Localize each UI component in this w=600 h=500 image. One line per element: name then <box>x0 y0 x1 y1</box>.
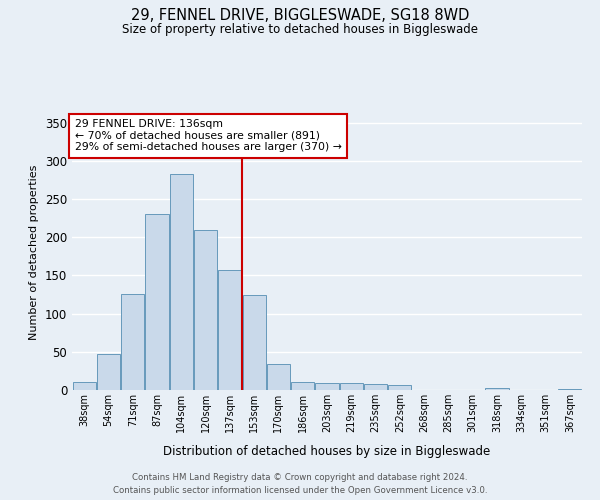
Bar <box>485 388 509 390</box>
Text: 29, FENNEL DRIVE, BIGGLESWADE, SG18 8WD: 29, FENNEL DRIVE, BIGGLESWADE, SG18 8WD <box>131 8 469 22</box>
Bar <box>145 214 169 390</box>
Bar <box>388 386 412 390</box>
Text: 29 FENNEL DRIVE: 136sqm
← 70% of detached houses are smaller (891)
29% of semi-d: 29 FENNEL DRIVE: 136sqm ← 70% of detache… <box>74 119 341 152</box>
Text: Distribution of detached houses by size in Biggleswade: Distribution of detached houses by size … <box>163 444 491 458</box>
Bar <box>316 383 338 390</box>
Bar <box>218 270 241 390</box>
Bar <box>73 382 95 390</box>
Bar <box>170 174 193 390</box>
Text: Contains HM Land Registry data © Crown copyright and database right 2024.
Contai: Contains HM Land Registry data © Crown c… <box>113 473 487 495</box>
Bar <box>267 364 290 390</box>
Y-axis label: Number of detached properties: Number of detached properties <box>29 165 40 340</box>
Bar <box>97 354 120 390</box>
Bar <box>559 389 581 390</box>
Bar <box>121 294 144 390</box>
Bar <box>194 230 217 390</box>
Bar <box>340 383 363 390</box>
Text: Size of property relative to detached houses in Biggleswade: Size of property relative to detached ho… <box>122 22 478 36</box>
Bar <box>242 294 266 390</box>
Bar <box>364 384 387 390</box>
Bar <box>291 382 314 390</box>
